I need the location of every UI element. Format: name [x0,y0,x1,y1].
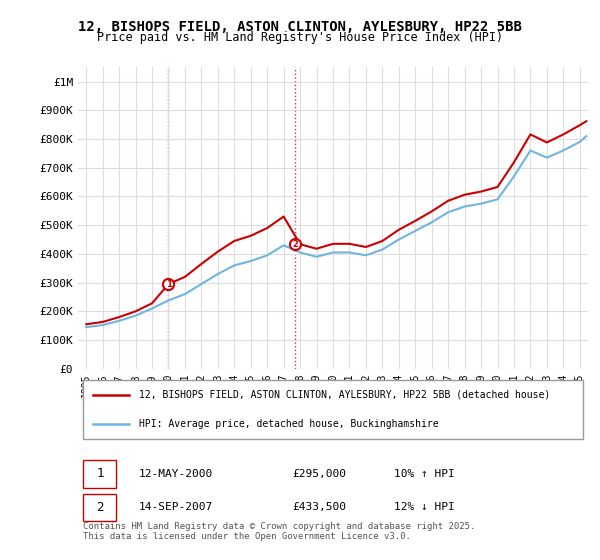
Text: Contains HM Land Registry data © Crown copyright and database right 2025.
This d: Contains HM Land Registry data © Crown c… [83,521,475,541]
Text: 12% ↓ HPI: 12% ↓ HPI [394,502,455,512]
Text: £433,500: £433,500 [292,502,346,512]
Text: 12, BISHOPS FIELD, ASTON CLINTON, AYLESBURY, HP22 5BB (detached house): 12, BISHOPS FIELD, ASTON CLINTON, AYLESB… [139,390,550,400]
Text: 12, BISHOPS FIELD, ASTON CLINTON, AYLESBURY, HP22 5BB: 12, BISHOPS FIELD, ASTON CLINTON, AYLESB… [78,20,522,34]
Text: 1: 1 [96,467,104,480]
Text: 2: 2 [292,240,298,249]
Text: 1: 1 [166,279,172,288]
FancyBboxPatch shape [83,380,583,439]
Text: Price paid vs. HM Land Registry's House Price Index (HPI): Price paid vs. HM Land Registry's House … [97,31,503,44]
Text: 10% ↑ HPI: 10% ↑ HPI [394,469,455,479]
Text: 12-MAY-2000: 12-MAY-2000 [139,469,214,479]
Text: £295,000: £295,000 [292,469,346,479]
Text: 2: 2 [96,501,104,514]
Text: HPI: Average price, detached house, Buckinghamshire: HPI: Average price, detached house, Buck… [139,419,439,429]
Text: 14-SEP-2007: 14-SEP-2007 [139,502,214,512]
FancyBboxPatch shape [83,493,116,521]
FancyBboxPatch shape [83,460,116,488]
